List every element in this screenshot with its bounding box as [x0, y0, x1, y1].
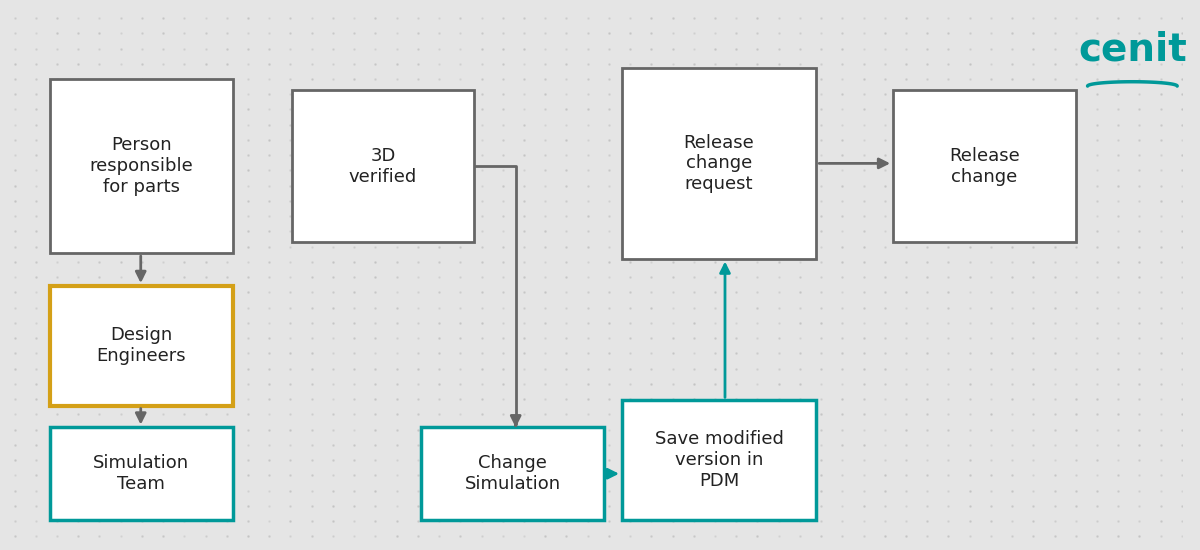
FancyBboxPatch shape [622, 68, 816, 258]
Text: Person
responsible
for parts: Person responsible for parts [90, 136, 193, 196]
FancyBboxPatch shape [50, 286, 233, 406]
Text: Save modified
version in
PDM: Save modified version in PDM [655, 430, 784, 490]
Text: Release
change
request: Release change request [684, 134, 755, 193]
FancyBboxPatch shape [421, 427, 604, 520]
FancyBboxPatch shape [50, 427, 233, 520]
FancyBboxPatch shape [50, 79, 233, 253]
Text: 3D
verified: 3D verified [349, 147, 418, 185]
FancyBboxPatch shape [622, 400, 816, 520]
FancyBboxPatch shape [893, 90, 1075, 243]
Text: Change
Simulation: Change Simulation [464, 454, 560, 493]
Text: Design
Engineers: Design Engineers [96, 326, 186, 365]
Text: cenit: cenit [1078, 30, 1187, 68]
Text: Release
change: Release change [949, 147, 1020, 185]
FancyBboxPatch shape [292, 90, 474, 243]
Text: Simulation
Team: Simulation Team [94, 454, 190, 493]
